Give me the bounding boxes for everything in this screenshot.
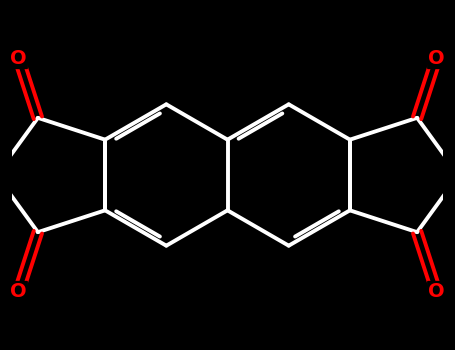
- Text: O: O: [10, 49, 27, 68]
- Text: O: O: [428, 282, 445, 301]
- Text: O: O: [10, 282, 27, 301]
- Text: O: O: [428, 49, 445, 68]
